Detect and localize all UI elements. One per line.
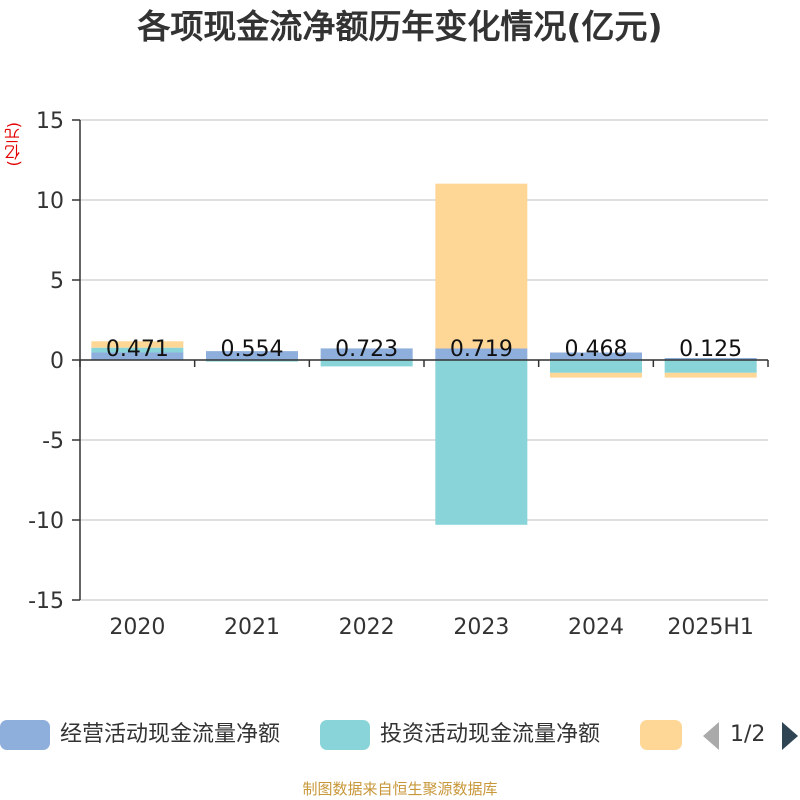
x-tick-label: 2023 (453, 615, 509, 640)
bar-segment-3 (664, 372, 757, 378)
source-note: 制图数据来自恒生聚源数据库 (302, 780, 498, 798)
legend-label-investing: 投资活动现金流量净额 (380, 722, 601, 747)
data-label: 0.719 (450, 337, 513, 362)
bar-segment-3 (435, 183, 528, 349)
data-label: 0.723 (335, 337, 398, 362)
x-tick-label: 2020 (109, 615, 165, 640)
bar-segment-2 (320, 360, 413, 367)
x-tick-label: 2025H1 (667, 615, 754, 640)
bar-segment-3 (91, 341, 184, 348)
y-tick-label: 5 (50, 269, 64, 294)
x-tick-label: 2024 (568, 615, 624, 640)
y-tick-label: -5 (42, 429, 64, 454)
chart-title: 各项现金流净额历年变化情况(亿元) (137, 7, 663, 46)
legend-swatch-investing (320, 720, 370, 750)
stacked-bar-chart: 15 10 5 0 -5 -10 -15 0.471 0.554 0.723 0.719 0.468 0… (28, 109, 769, 640)
bar-segment-2 (206, 360, 298, 362)
bar-segment-1 (664, 358, 757, 360)
bar-segment-1 (206, 351, 298, 360)
bar-segment-2 (664, 360, 757, 373)
y-tick-label: -10 (28, 509, 64, 534)
legend-page-indicator: 1/2 (730, 722, 766, 747)
legend-label-operating: 经营活动现金流量净额 (60, 722, 281, 747)
bar-segment-2 (435, 360, 528, 525)
legend: 经营活动现金流量净额 投资活动现金流量净额 1/2 (0, 712, 800, 756)
bar-segment-2 (550, 360, 642, 373)
legend-swatch-third (640, 720, 682, 750)
bar-segment-1 (91, 352, 184, 360)
bar-segment-3 (550, 372, 642, 378)
bar-segment-2 (91, 347, 184, 353)
data-label: 0.125 (679, 337, 742, 362)
y-tick-label: 10 (36, 189, 64, 214)
x-tick-label: 2021 (224, 615, 280, 640)
legend-next-arrow-icon[interactable] (782, 722, 798, 750)
y-tick-label: -15 (28, 589, 64, 614)
y-tick-label: 15 (36, 109, 64, 134)
y-tick-label: 0 (50, 349, 64, 374)
data-label: 0.471 (106, 337, 169, 362)
data-label: 0.468 (565, 337, 628, 362)
bar-segment-1 (550, 352, 642, 360)
bar-segment-1 (435, 348, 528, 360)
legend-prev-arrow-icon[interactable] (703, 722, 719, 750)
x-tick-label: 2022 (339, 615, 395, 640)
legend-swatch-operating (0, 720, 50, 750)
bar-segment-1 (320, 348, 413, 360)
data-label: 0.554 (221, 337, 284, 362)
